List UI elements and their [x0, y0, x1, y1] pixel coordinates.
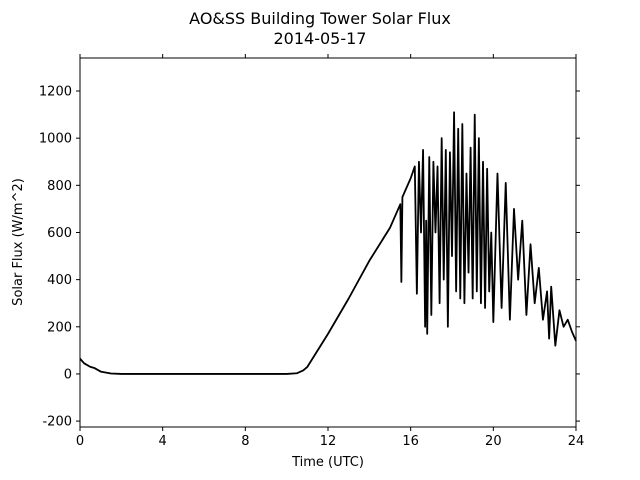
x-tick-label: 8 [241, 434, 249, 449]
x-tick-label: 20 [485, 434, 502, 449]
y-tick-label: -200 [42, 415, 72, 430]
y-tick-label: 1000 [39, 132, 72, 147]
x-tick-label: 16 [402, 434, 419, 449]
x-tick-label: 0 [76, 434, 84, 449]
chart-title: AO&SS Building Tower Solar Flux [189, 9, 451, 28]
y-tick-label: 1200 [39, 85, 72, 100]
x-tick-label: 4 [159, 434, 167, 449]
x-tick-label: 12 [320, 434, 337, 449]
plot-frame [79, 57, 577, 428]
y-tick-label: 600 [47, 226, 72, 241]
y-tick-label: 400 [47, 273, 72, 288]
data-line [79, 111, 577, 375]
y-axis-label: Solar Flux (W/m^2) [11, 178, 26, 306]
chart-subtitle: 2014-05-17 [274, 29, 367, 48]
y-tick-label: 0 [64, 367, 72, 382]
y-tick-label: 800 [47, 179, 72, 194]
y-tick-label: 200 [47, 320, 72, 335]
x-tick-label: 24 [568, 434, 585, 449]
x-axis-label: Time (UTC) [291, 455, 364, 470]
